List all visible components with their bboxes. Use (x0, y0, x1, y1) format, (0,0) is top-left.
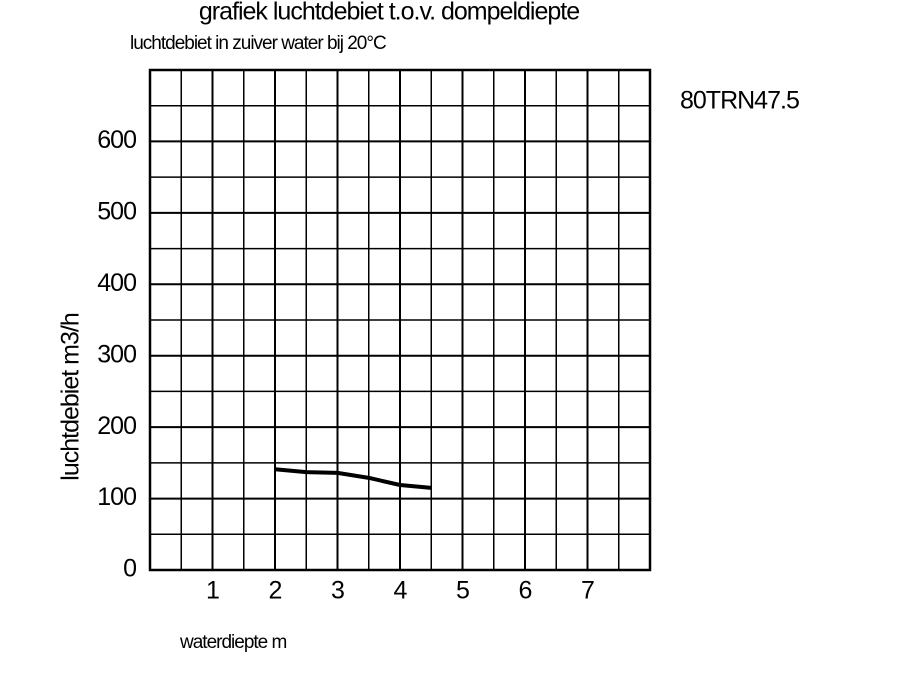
annotation: 80TRN47.5 (680, 87, 799, 115)
y-axis-label: luchtdebiet m3/h (57, 313, 85, 481)
x-tick-label: 3 (331, 577, 344, 605)
y-tick-label: 200 (97, 412, 136, 440)
y-tick-label: 400 (97, 269, 136, 297)
x-tick-label: 2 (269, 577, 282, 605)
x-tick-label: 1 (206, 577, 219, 605)
x-axis-label: waterdiepte m (179, 632, 287, 653)
y-tick-label: 300 (97, 340, 136, 368)
plot-frame (148, 68, 652, 572)
x-tick-label: 5 (456, 577, 469, 605)
y-tick-label: 500 (97, 197, 136, 225)
y-tick-label: 0 (123, 555, 136, 583)
chart-subtitle: luchtdebiet in zuiver water bij 20°C (130, 33, 386, 54)
y-tick-label: 100 (97, 483, 136, 511)
chart-title: grafiek luchtdebiet t.o.v. dompeldiepte (199, 0, 579, 26)
y-tick-label: 600 (97, 126, 136, 154)
x-tick-label: 6 (519, 577, 532, 605)
x-tick-label: 4 (394, 577, 408, 605)
data-line (274, 467, 432, 490)
x-tick-label: 7 (581, 577, 594, 605)
